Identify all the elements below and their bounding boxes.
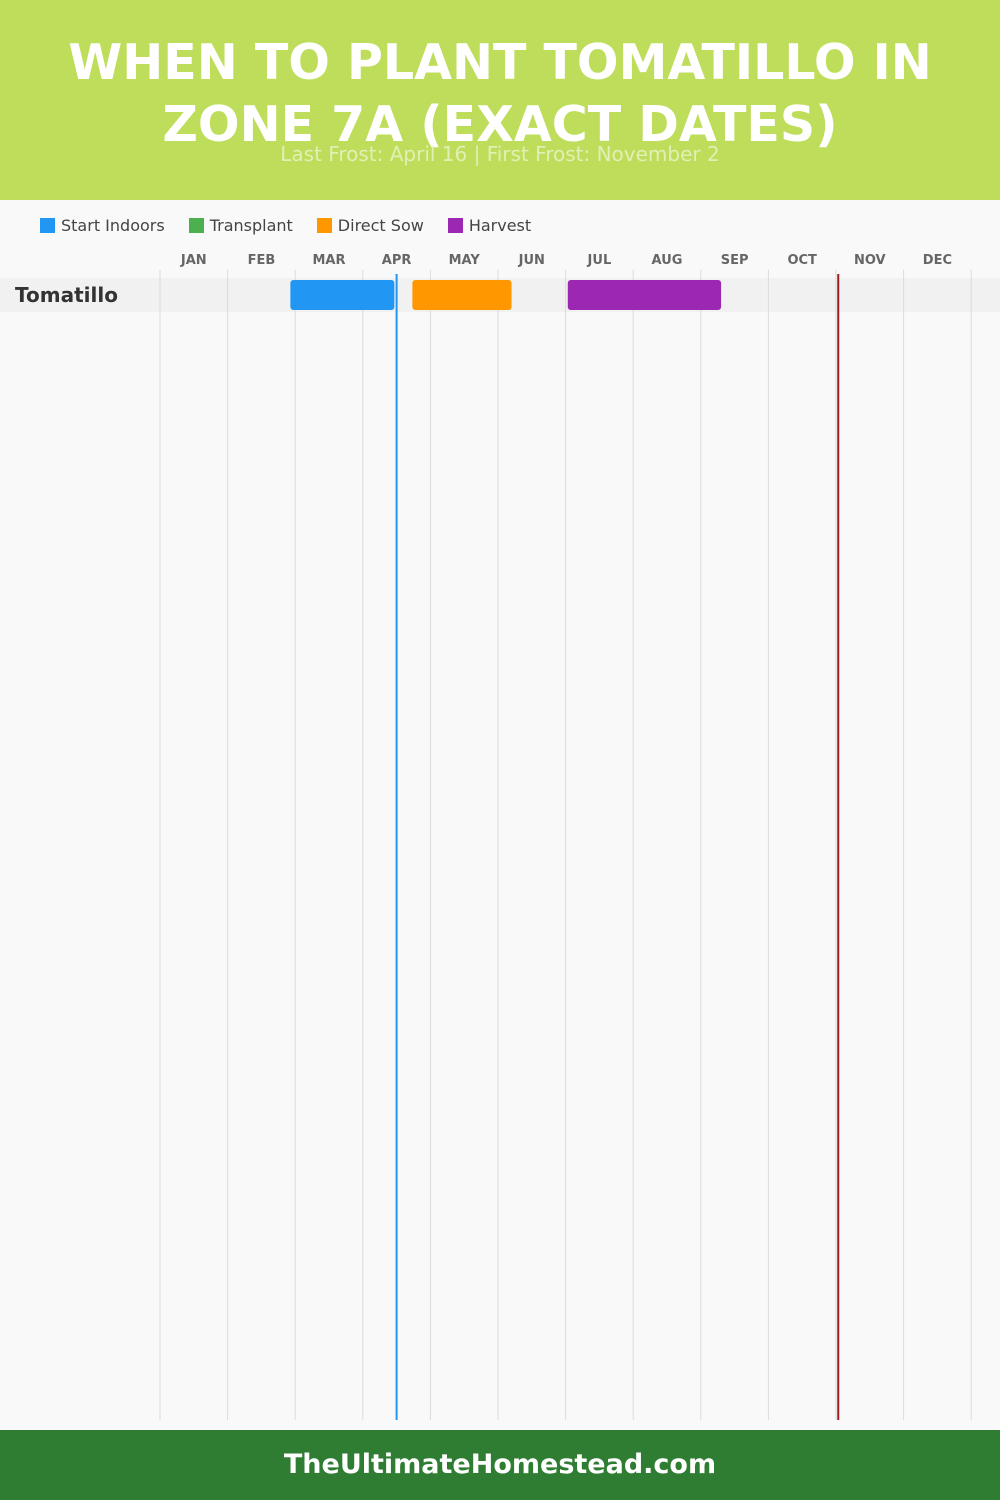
legend-label: Direct Sow — [337, 215, 424, 235]
chart-legend: Start Indoors Transplant Direct Sow Harvest — [40, 214, 555, 236]
frost-dates-subtitle: Last Frost: April 16 | First Frost: Nove… — [280, 142, 720, 166]
month-tick-label: AUG — [652, 253, 683, 268]
row-label: Tomatillo — [15, 283, 118, 307]
month-tick-label: JUN — [518, 253, 545, 268]
month-tick-label: NOV — [854, 253, 886, 268]
legend-label: Start Indoors — [61, 215, 165, 235]
header-banner: When to Plant Tomatillo in Zone 7A (Exac… — [0, 0, 1000, 200]
phase-bar — [290, 280, 395, 310]
legend-swatch — [40, 217, 55, 233]
legend-item: Transplant — [188, 215, 293, 235]
month-tick-label: SEP — [721, 253, 749, 268]
month-tick-label: FEB — [248, 253, 276, 268]
month-tick-label: MAR — [312, 253, 345, 268]
legend-label: Harvest — [468, 215, 532, 235]
month-tick-label: MAY — [449, 253, 481, 268]
phase-bar — [412, 280, 512, 310]
legend-item: Start Indoors — [40, 216, 165, 235]
legend-item: Harvest — [447, 215, 532, 235]
month-tick-label: JAN — [180, 253, 207, 268]
site-name[interactable]: TheUltimateHomestead.com — [283, 1449, 717, 1480]
legend-item: Direct Sow — [316, 215, 424, 235]
month-tick-label: OCT — [787, 253, 817, 268]
planting-calendar-chart: JAN FEB MAR APR MAY JUN JUL AUG SEP OCT NOV DEC Toma… — [0, 253, 1000, 1420]
legend-label: Transplant — [209, 215, 293, 235]
month-tick-label: JUL — [587, 253, 612, 268]
month-tick-label: APR — [382, 253, 412, 268]
legend-swatch — [316, 217, 332, 233]
footer-banner: TheUltimateHomestead.com — [0, 1430, 1000, 1500]
month-tick-label: DEC — [923, 253, 952, 268]
page-title: When to Plant Tomatillo in Zone 7A (Exac… — [68, 34, 932, 153]
legend-swatch — [188, 217, 204, 233]
legend-swatch — [447, 217, 463, 233]
phase-bar — [567, 280, 722, 310]
